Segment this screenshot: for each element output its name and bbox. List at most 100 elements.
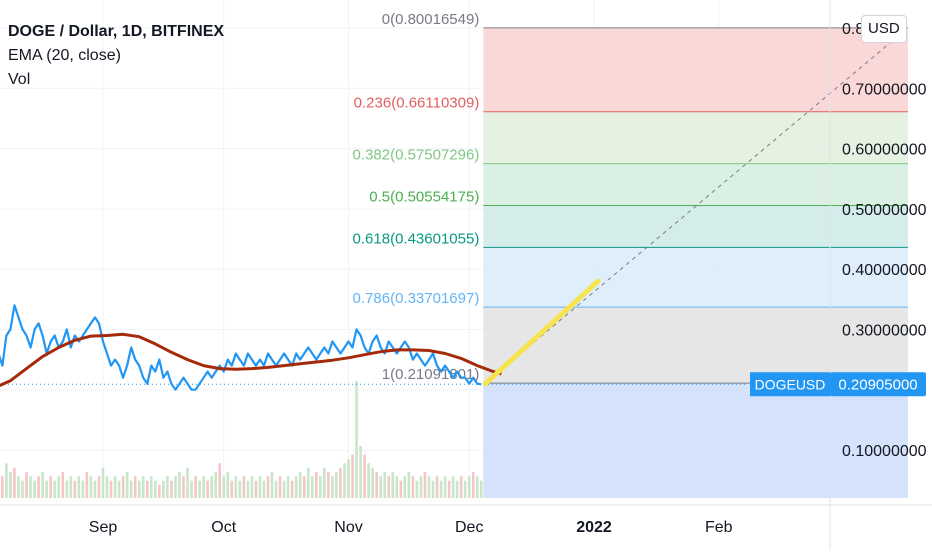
volume-bar — [246, 480, 250, 498]
volume-bar — [29, 476, 32, 498]
volume-bar — [133, 476, 137, 498]
volume-bar — [174, 476, 177, 498]
time-axis-tick-label: Feb — [705, 519, 733, 536]
volume-bar — [85, 472, 89, 498]
volume-bar — [109, 480, 113, 498]
volume-indicator-label[interactable]: Vol — [8, 71, 31, 88]
last-price-badge — [830, 372, 926, 397]
volume-bar — [407, 472, 411, 498]
volume-bar — [33, 480, 36, 498]
volume-bar — [25, 472, 28, 498]
price-axis-tick-label: 0.10000000 — [842, 443, 927, 460]
symbol-title[interactable]: DOGE / Dollar, 1D, BITFINEX — [8, 23, 225, 40]
last-price-badge-value: 0.20905000 — [838, 376, 917, 393]
chart-legend: DOGE / Dollar, 1D, BITFINEX EMA (20, clo… — [8, 20, 224, 92]
volume-bar — [5, 463, 8, 498]
volume-bar — [234, 476, 238, 498]
volume-bar — [290, 480, 294, 498]
volume-bar — [475, 476, 479, 498]
volume-bar — [319, 476, 322, 498]
volume-bar — [359, 446, 362, 498]
volume-bar — [202, 476, 205, 498]
volume-bar — [214, 472, 217, 498]
volume-bar — [266, 476, 270, 498]
volume-bar — [69, 476, 73, 498]
volume-bar — [411, 476, 415, 498]
volume-bar — [145, 480, 149, 498]
volume-bar — [137, 480, 141, 498]
projection-line — [482, 278, 601, 387]
currency-button[interactable]: USD — [861, 15, 907, 43]
price-series-line — [0, 304, 482, 391]
price-axis-tick-label: 0.60000000 — [842, 142, 927, 159]
volume-bar — [17, 476, 20, 498]
time-axis-tick-label: 2022 — [576, 519, 612, 536]
volume-bar — [278, 476, 282, 498]
volume-bar — [323, 467, 326, 498]
volume-bar — [77, 476, 81, 498]
volume-bar — [81, 480, 85, 498]
volume-bar — [65, 480, 69, 498]
volume-bar — [310, 476, 314, 498]
volume-bar — [125, 472, 129, 498]
time-axis-tick-label: Dec — [455, 519, 483, 536]
volume-bar — [49, 476, 52, 498]
volume-bar — [53, 480, 57, 498]
volume-bar — [363, 454, 366, 498]
volume-bar — [154, 480, 157, 498]
volume-bar — [403, 476, 407, 498]
volume-bar — [178, 472, 181, 498]
volume-bar — [471, 472, 475, 498]
ema-indicator-label[interactable]: EMA (20, close) — [8, 47, 121, 64]
volume-bar — [149, 476, 153, 498]
volume-bar — [383, 472, 387, 498]
volume-bar — [375, 472, 378, 498]
fib-level-label-0.618: 0.618(0.43601055) — [353, 230, 480, 247]
fib-level-label-0.382: 0.382(0.57507296) — [353, 147, 480, 164]
volume-bar — [121, 476, 125, 498]
volume-bar — [315, 472, 318, 498]
volume-bar — [391, 472, 395, 498]
volume-bar — [61, 472, 65, 498]
price-axis-tick-label: 0.50000000 — [842, 202, 927, 219]
volume-bar — [467, 476, 471, 498]
volume-bar — [399, 480, 403, 498]
volume-bar — [37, 476, 40, 498]
volume-bar — [306, 467, 310, 498]
volume-bar — [238, 480, 242, 498]
volume-bar — [101, 467, 105, 498]
fib-level-label-0.786: 0.786(0.33701697) — [353, 290, 480, 307]
volume-bar — [395, 476, 399, 498]
volume-bar — [166, 476, 169, 498]
symbol-badge — [750, 372, 830, 397]
volume-bar — [218, 463, 222, 498]
volume-bar — [13, 467, 16, 498]
volume-bar — [158, 485, 161, 498]
volume-bar — [194, 476, 197, 498]
volume-bar — [419, 476, 423, 498]
fib-zone-0.5 — [483, 205, 908, 248]
volume-bar — [347, 459, 350, 498]
volume-bar — [198, 480, 201, 498]
volume-bar — [427, 476, 431, 498]
fib-zone-0.236 — [483, 111, 908, 164]
volume-bar — [298, 472, 302, 498]
volume-bar — [339, 467, 342, 498]
time-axis-tick-label: Sep — [89, 519, 118, 536]
volume-bar — [9, 472, 12, 498]
volume-bar — [129, 480, 133, 498]
price-axis-tick-label: 0.70000000 — [842, 81, 927, 98]
volume-bar — [302, 476, 306, 498]
volume-bar — [113, 476, 117, 498]
fib-zone-0 — [483, 27, 908, 112]
volume-bar — [41, 472, 44, 498]
volume-bar — [93, 480, 97, 498]
volume-bar — [371, 467, 374, 498]
volume-bar — [254, 480, 258, 498]
volume-bar — [170, 480, 173, 498]
volume-bar — [447, 480, 451, 498]
volume-bar — [274, 480, 278, 498]
volume-bar — [270, 472, 274, 498]
